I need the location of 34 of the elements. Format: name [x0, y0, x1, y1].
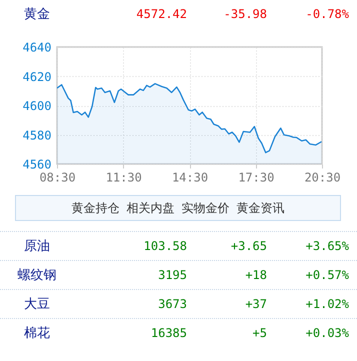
y-tick-label: 4560 [22, 158, 52, 172]
x-tick-label: 08:30 [39, 170, 76, 184]
x-tick-label: 17:30 [238, 170, 274, 184]
text: 黄金资讯 [236, 200, 284, 216]
text: 3673 [157, 297, 187, 311]
text: 黄金持仓 [72, 200, 120, 216]
x-tick-label: 11:30 [106, 170, 142, 184]
text: 大豆 [23, 296, 51, 313]
y-tick-label: 4580 [22, 128, 52, 142]
text: 棉花 [23, 325, 51, 342]
y-tick-label: 4640 [22, 40, 52, 54]
x-tick-label: 14:30 [172, 170, 208, 184]
text: +3.65 [230, 239, 267, 253]
text: +0.03% [304, 326, 349, 340]
text: +0.57% [304, 268, 349, 282]
text: 相关内盘 [126, 200, 174, 216]
text: -35.98 [222, 7, 267, 21]
y-tick-label: 4600 [22, 99, 52, 113]
x-tick-label: 20:30 [304, 170, 341, 184]
text: 原油 [23, 238, 51, 255]
text: 黄金 [23, 6, 51, 23]
text: 16385 [150, 326, 187, 340]
text: 实物金价 [182, 200, 230, 216]
text: +18 [244, 268, 267, 282]
text: 螺纹钢 [16, 267, 58, 284]
text: -0.78% [304, 7, 349, 21]
text: +1.02% [304, 297, 349, 311]
text: +5 [252, 326, 267, 340]
y-tick-label: 4620 [22, 70, 52, 84]
text: 3195 [157, 268, 187, 282]
text: 4572.42 [135, 7, 187, 21]
text: 103.58 [142, 239, 187, 253]
text: +3.65% [304, 239, 349, 253]
text: +37 [244, 297, 267, 311]
